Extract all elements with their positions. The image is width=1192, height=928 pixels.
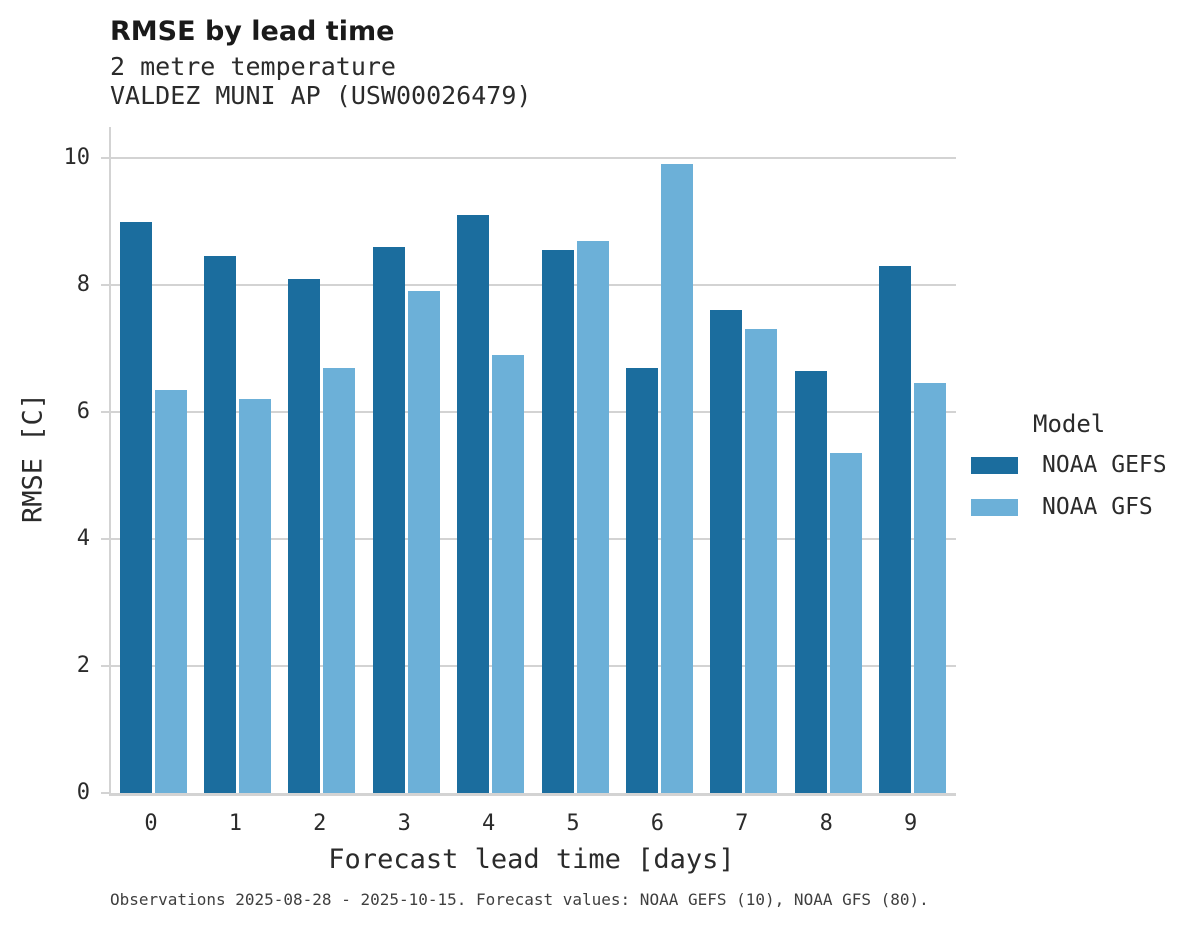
y-axis-title: RMSE [C] — [17, 392, 49, 524]
bar-noaa-gefs-lead-5 — [541, 250, 574, 793]
bar-noaa-gefs-lead-8 — [794, 370, 827, 793]
legend-swatch-noaa-gfs-icon — [971, 498, 1018, 516]
legend-label-noaa-gfs: NOAA GFS — [1042, 494, 1153, 520]
y-tick-label-4: 4 — [76, 526, 90, 551]
bar-noaa-gfs-lead-0 — [154, 389, 187, 793]
plot-panel — [109, 127, 956, 796]
bar-noaa-gefs-lead-3 — [372, 246, 405, 793]
gridline-y-10 — [111, 157, 956, 159]
y-tick-10 — [101, 157, 109, 159]
y-tick-4 — [101, 538, 109, 540]
x-tick-label-5: 5 — [566, 811, 580, 836]
y-tick-6 — [101, 411, 109, 413]
y-tick-label-2: 2 — [76, 653, 90, 678]
y-tick-label-10: 10 — [63, 145, 91, 170]
bar-noaa-gfs-lead-9 — [914, 383, 947, 793]
bar-noaa-gfs-lead-8 — [829, 453, 862, 793]
y-tick-0 — [101, 792, 109, 794]
bar-noaa-gefs-lead-4 — [457, 215, 490, 793]
x-tick-label-7: 7 — [735, 811, 749, 836]
bar-noaa-gefs-lead-9 — [879, 265, 912, 793]
legend: Model NOAA GEFS NOAA GFS — [965, 410, 1190, 536]
x-tick-label-2: 2 — [313, 811, 327, 836]
y-tick-label-8: 8 — [76, 272, 90, 297]
x-tick-label-3: 3 — [397, 811, 411, 836]
y-tick-label-0: 0 — [76, 780, 90, 805]
bar-noaa-gfs-lead-5 — [576, 240, 609, 793]
chart-subtitle-variable: 2 metre temperature — [110, 52, 396, 81]
gridline-y-6 — [111, 411, 956, 413]
bar-noaa-gefs-lead-0 — [119, 221, 152, 793]
gridline-y-8 — [111, 284, 956, 286]
figure-caption: Observations 2025-08-28 - 2025-10-15. Fo… — [110, 890, 929, 909]
bar-noaa-gefs-lead-6 — [625, 367, 658, 793]
gridline-y-2 — [111, 665, 956, 667]
chart-title: RMSE by lead time — [110, 16, 395, 47]
bar-noaa-gefs-lead-2 — [288, 278, 321, 793]
x-axis-title: Forecast lead time [days] — [328, 844, 735, 875]
bar-noaa-gfs-lead-1 — [238, 399, 271, 793]
bar-noaa-gfs-lead-7 — [745, 329, 778, 793]
bar-noaa-gfs-lead-4 — [492, 354, 525, 793]
x-tick-label-0: 0 — [144, 811, 158, 836]
y-tick-8 — [101, 284, 109, 286]
legend-item-noaa-gfs: NOAA GFS — [965, 494, 1190, 520]
gridline-y-4 — [111, 538, 956, 540]
x-tick-label-4: 4 — [481, 811, 496, 836]
bar-noaa-gfs-lead-2 — [323, 367, 356, 793]
bar-noaa-gfs-lead-6 — [660, 164, 693, 793]
chart-subtitle-station: VALDEZ MUNI AP (USW00026479) — [110, 81, 532, 110]
legend-item-noaa-gefs: NOAA GEFS — [965, 452, 1190, 478]
bar-noaa-gefs-lead-7 — [710, 310, 743, 793]
legend-label-noaa-gefs: NOAA GEFS — [1042, 452, 1167, 478]
y-tick-label-6: 6 — [76, 399, 90, 424]
x-tick-label-8: 8 — [819, 811, 833, 836]
bar-noaa-gfs-lead-3 — [407, 291, 440, 793]
legend-title: Model — [1033, 410, 1106, 438]
x-tick-label-6: 6 — [650, 811, 665, 836]
x-tick-label-9: 9 — [903, 811, 918, 836]
legend-swatch-noaa-gefs-icon — [971, 456, 1018, 474]
bar-noaa-gefs-lead-1 — [203, 256, 236, 793]
x-tick-label-1: 1 — [228, 811, 243, 836]
y-tick-2 — [101, 665, 109, 667]
